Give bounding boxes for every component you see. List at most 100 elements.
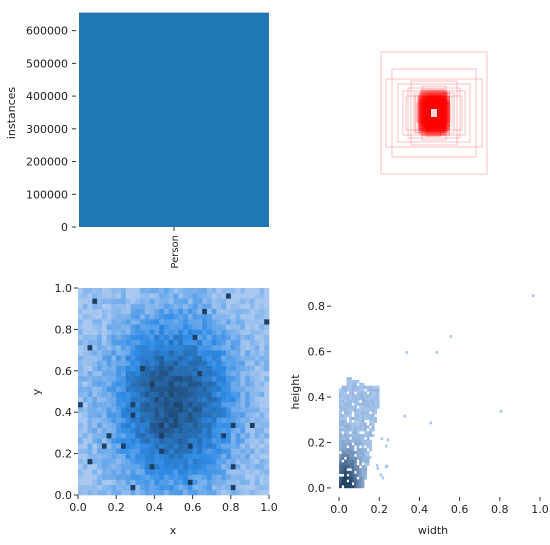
heatmap-cell (197, 288, 203, 294)
heatmap-cell (240, 412, 246, 418)
heatmap-cell (211, 417, 217, 423)
heatmap-cell (245, 344, 251, 351)
heatmap-cell (187, 484, 193, 491)
density-cell (364, 408, 367, 412)
density-cell (354, 433, 357, 438)
density-cell (356, 402, 360, 406)
heatmap-cell (259, 375, 265, 382)
heatmap-cell (82, 303, 88, 309)
density-cell (339, 414, 342, 418)
heatmap-cell (235, 407, 241, 413)
heatmap-cell (92, 313, 98, 320)
heatmap-cell (183, 313, 189, 320)
density-cell (354, 468, 357, 472)
heatmap-cell (187, 329, 193, 335)
heatmap-cell (106, 401, 112, 408)
heatmap-cell (202, 484, 208, 491)
heatmap-cell (111, 443, 117, 449)
heatmap-cell (154, 448, 160, 454)
heatmap-cell (264, 360, 270, 366)
heatmap-cell (125, 329, 131, 335)
heatmap-cell (197, 339, 203, 346)
heatmap-cell (173, 329, 179, 335)
heatmap-cell (230, 463, 236, 470)
heatmap-cell (202, 344, 208, 351)
heatmap-cell (135, 298, 141, 304)
heatmap-cell (101, 365, 107, 372)
heatmap-cell (101, 375, 107, 382)
density-cell (386, 438, 390, 442)
heatmap-cell (149, 412, 155, 418)
heatmap-cell (230, 448, 236, 454)
heatmap-cell (154, 474, 160, 480)
density-cell (361, 416, 365, 421)
heatmap-cell (197, 417, 203, 423)
density-cell (369, 439, 372, 443)
heatmap-cell (82, 308, 88, 315)
density-cell (344, 459, 347, 463)
heatmap-cell (144, 293, 150, 299)
heatmap-cell (197, 484, 203, 491)
heatmap-cell (245, 381, 251, 387)
heatmap-cell (259, 469, 265, 475)
heatmap-cell (235, 432, 241, 439)
density-cell (351, 468, 355, 472)
density-cell (344, 405, 347, 409)
heatmap-cell (178, 344, 184, 351)
heatmap-cell (135, 339, 141, 346)
heatmap-cell (78, 412, 84, 418)
heatmap-cell (106, 391, 112, 397)
density-cell (361, 473, 365, 477)
heatmap-cell (92, 298, 98, 304)
heatmap-cell (116, 412, 122, 418)
heatmap-cell (192, 350, 198, 356)
heatmap-cell (111, 453, 117, 460)
heatmap-cell (259, 422, 265, 429)
heatmap-cell (168, 412, 174, 418)
density-cell (366, 442, 370, 446)
heatmap-cell (192, 448, 198, 454)
heatmap-cell (87, 479, 93, 485)
heatmap-cell (202, 298, 208, 304)
heatmap-cell (187, 391, 193, 397)
heatmap-cell (116, 432, 122, 439)
heatmap-cell (101, 443, 107, 449)
heatmap-cell (197, 401, 203, 408)
heatmap-cell (192, 313, 198, 320)
heatmap-cell (173, 479, 179, 485)
density-cell (366, 385, 370, 389)
density-cell (364, 425, 367, 429)
density-cell (354, 442, 357, 446)
heatmap-cell (183, 407, 189, 413)
heatmap-cell (245, 370, 251, 377)
heatmap-cell (120, 334, 127, 341)
heatmap-cell (197, 324, 203, 330)
heatmap-cell (216, 386, 222, 392)
heatmap-cell (159, 443, 165, 449)
heatmap-cell (140, 396, 146, 403)
heatmap-cell (163, 324, 170, 330)
heatmap-cell (130, 339, 136, 346)
density-cell (356, 465, 360, 469)
heatmap-cell (154, 443, 160, 449)
heatmap-cell (183, 453, 189, 460)
heatmap-cell (140, 288, 146, 294)
heatmap-cell (221, 360, 227, 366)
heatmap-cell (264, 432, 270, 439)
heatmap-cell (159, 319, 165, 325)
heatmap-cell (230, 386, 236, 392)
heatmap-cell (235, 386, 241, 392)
heatmap-cell (240, 360, 246, 366)
heatmap-cell (92, 381, 98, 387)
heatmap-cell (163, 298, 170, 304)
heatmap-cell (259, 370, 265, 377)
heatmap-cell (120, 443, 127, 449)
heatmap-cell (264, 329, 270, 335)
heatmap-cell (168, 422, 174, 429)
heatmap-cell (140, 324, 146, 330)
heatmap-cell (249, 417, 255, 423)
density-cell (356, 394, 360, 398)
heatmap-cell (135, 407, 141, 413)
heatmap-cell (130, 438, 136, 444)
density-cell (349, 453, 352, 457)
